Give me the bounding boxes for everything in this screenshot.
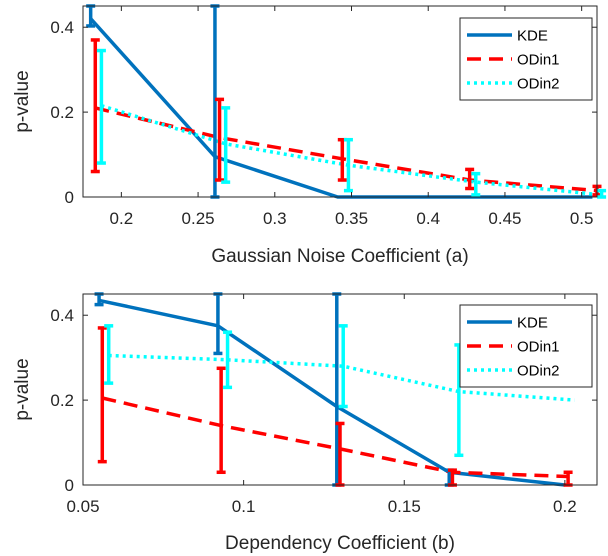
error-bar-odin2 [223, 330, 233, 390]
legend: KDE ODin1 ODin2 [459, 17, 593, 101]
y-tick-label: 0.4 [50, 306, 74, 325]
series-line-odin2 [108, 353, 575, 402]
x-tick-label: 0.45 [488, 209, 521, 228]
error-bar-odin2 [338, 324, 348, 409]
axes-box [82, 5, 598, 198]
x-tick-label: 0.5 [570, 209, 594, 228]
error-bar-odin2 [221, 106, 231, 184]
x-tick-label: 0.05 [66, 497, 99, 516]
error-bar-odin2 [343, 137, 353, 193]
chart-panel-1: 0.2 0.25 0.3 0.35 0.4 0.45 0.5 0 0.2 0.4 Gaussian … [12, 4, 607, 267]
y-tick-label: 0.2 [50, 391, 74, 410]
error-bar-odin1 [90, 38, 100, 174]
axes-box [82, 293, 598, 486]
error-bar-odin1 [216, 366, 226, 475]
y-axis-label: p-value [12, 358, 33, 420]
legend-label-kde: KDE [517, 28, 548, 45]
legend-label-kde: KDE [517, 315, 548, 332]
error-bar-odin2 [597, 188, 607, 199]
legend-label-odin1: ODin1 [517, 339, 560, 356]
x-axis-label: Gaussian Noise Coefficient (a) [211, 246, 468, 267]
x-tick-label: 0.4 [416, 209, 440, 228]
error-bar-odin1 [465, 167, 475, 191]
legend-label-odin2: ODin2 [517, 363, 560, 380]
error-bar-odin2 [96, 48, 106, 165]
x-tick-label: 0.2 [110, 209, 134, 228]
y-axis-label: p-value [12, 70, 33, 132]
x-tick-label: 0.35 [335, 209, 368, 228]
y-tick-label: 0.4 [50, 18, 74, 37]
legend-label-odin1: ODin1 [517, 52, 560, 69]
legend-box [459, 304, 593, 388]
error-bar-odin1 [97, 326, 107, 464]
legend-label-odin2: ODin2 [517, 76, 560, 93]
error-bar-odin2 [471, 171, 481, 197]
y-tick-label: 0 [65, 188, 74, 207]
x-tick-label: 0.1 [232, 497, 256, 516]
legend: KDE ODin1 ODin2 [459, 304, 593, 388]
x-tick-label: 0.3 [263, 209, 287, 228]
x-tick-label: 0.15 [388, 497, 421, 516]
chart-panel-2: 0.05 0.1 0.15 0.2 0 0.2 0.4 Dependency Coeffici… [12, 292, 598, 554]
error-bar-odin1 [215, 97, 225, 182]
y-tick-label: 0 [65, 476, 74, 495]
legend-box [459, 17, 593, 101]
error-bar-odin2 [104, 324, 114, 385]
x-tick-label: 0.2 [553, 497, 577, 516]
x-tick-label: 0.25 [182, 209, 215, 228]
x-axis-label: Dependency Coefficient (b) [225, 533, 455, 554]
y-tick-label: 0.2 [50, 103, 74, 122]
